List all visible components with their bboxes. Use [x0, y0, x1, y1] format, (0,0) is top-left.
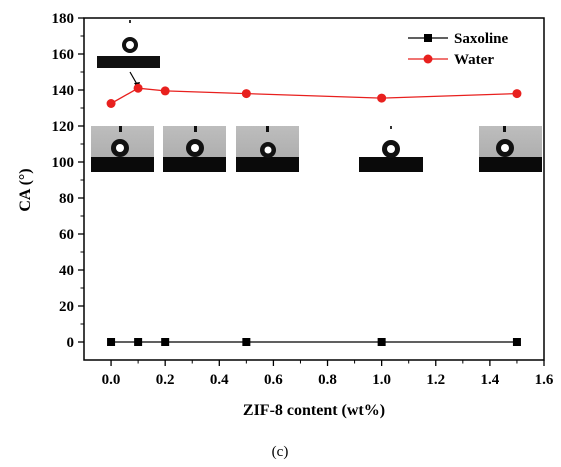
droplet-photo-inset	[97, 20, 160, 89]
x-tick-label: 0.0	[102, 372, 121, 388]
y-tick-label: 140	[52, 83, 75, 99]
x-axis-label: ZIF-8 content (wt%)	[243, 402, 385, 419]
legend-marker-saxoline	[424, 34, 432, 42]
legend-label-saxoline: Saxoline	[454, 31, 509, 47]
x-tick-label: 0.8	[318, 372, 337, 388]
legend-marker-water	[423, 54, 433, 64]
droplet-photo-inset	[479, 126, 542, 172]
data-point-saxoline	[512, 338, 521, 346]
data-point-saxoline	[134, 338, 143, 346]
droplet-photo-inset	[91, 126, 154, 172]
axes: 0.0 0.2 0.4 0.6 0.8 1.0 1.2 1.4 1.6 0 20 40 60 80 100 1…	[52, 11, 554, 388]
droplet-photo-insets	[91, 20, 542, 172]
legend-label-water: Water	[454, 52, 494, 68]
data-point-saxoline	[242, 338, 251, 346]
y-tick-label: 180	[52, 11, 75, 27]
x-tick-label: 1.0	[372, 372, 391, 388]
y-tick-label: 120	[52, 119, 75, 135]
y-tick-label: 160	[52, 47, 75, 63]
y-tick-label: 0	[67, 335, 75, 351]
x-tick-label: 1.4	[481, 372, 500, 388]
y-tick-label: 100	[52, 155, 75, 171]
y-tick-label: 60	[59, 227, 74, 243]
figure-caption: (c)	[272, 444, 289, 460]
x-tick-label: 1.2	[426, 372, 445, 388]
x-tick-label: 1.6	[535, 372, 554, 388]
x-tick-label: 0.2	[156, 372, 175, 388]
data-point-water	[133, 83, 143, 93]
data-point-water	[241, 89, 251, 99]
y-tick-label: 20	[59, 299, 74, 315]
droplet-photo-inset	[163, 126, 226, 172]
data-point-water	[160, 86, 170, 96]
data-point-water	[512, 89, 522, 99]
data-point-water	[377, 93, 387, 103]
x-tick-label: 0.6	[264, 372, 283, 388]
droplet-photo-inset	[236, 126, 299, 172]
y-tick-label: 40	[59, 263, 74, 279]
data-point-saxoline	[107, 338, 116, 346]
data-point-saxoline	[161, 338, 170, 346]
data-point-water	[106, 99, 116, 108]
series-line-water	[110, 87, 517, 105]
plot-frame	[83, 17, 545, 361]
x-tick-label: 0.4	[210, 372, 229, 388]
legend: Saxoline Water	[408, 31, 509, 68]
y-axis-label: CA (°)	[17, 168, 34, 211]
droplet-photo-inset	[359, 126, 423, 172]
data-point-saxoline	[377, 338, 386, 346]
series-layer	[106, 83, 522, 346]
y-tick-label: 80	[59, 191, 74, 207]
